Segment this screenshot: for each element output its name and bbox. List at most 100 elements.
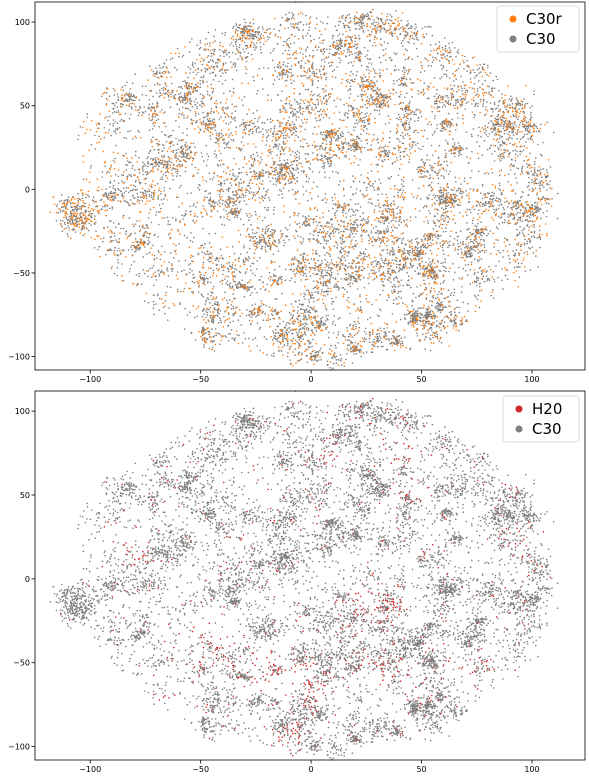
point-c30 bbox=[312, 49, 315, 52]
point-c30r bbox=[283, 334, 286, 336]
point-c30r bbox=[285, 124, 288, 127]
point-c30 bbox=[124, 84, 126, 87]
point-c30 bbox=[413, 113, 416, 115]
point-c30 bbox=[279, 67, 282, 69]
point-c30 bbox=[282, 338, 284, 341]
point-c30r bbox=[450, 148, 453, 150]
point-c30r bbox=[153, 189, 156, 192]
point-c30 bbox=[327, 160, 329, 163]
point-c30 bbox=[312, 338, 314, 341]
point-c30r bbox=[320, 159, 323, 161]
point-c30 bbox=[276, 178, 279, 180]
point-c30 bbox=[311, 72, 314, 74]
point-c30 bbox=[121, 86, 124, 88]
point-c30 bbox=[250, 269, 252, 272]
point-c30 bbox=[349, 51, 351, 53]
point-c30 bbox=[363, 276, 365, 279]
point-c30 bbox=[411, 319, 414, 321]
point-c30 bbox=[417, 39, 419, 41]
point-c30r bbox=[304, 99, 307, 101]
point-c30r bbox=[378, 101, 381, 103]
point-c30 bbox=[118, 189, 120, 191]
point-c30r bbox=[445, 128, 447, 131]
point-c30r bbox=[459, 147, 462, 149]
point-c30 bbox=[334, 352, 336, 354]
point-c30 bbox=[164, 82, 166, 84]
point-c30r bbox=[117, 169, 120, 171]
point-c30 bbox=[493, 211, 496, 214]
point-c30 bbox=[311, 94, 314, 97]
point-c30 bbox=[220, 336, 223, 338]
point-c30r bbox=[212, 310, 214, 313]
point-c30 bbox=[397, 191, 399, 194]
point-c30 bbox=[406, 73, 409, 75]
point-c30 bbox=[517, 118, 519, 121]
point-c30r bbox=[125, 92, 128, 95]
point-c30 bbox=[519, 145, 522, 148]
point-c30 bbox=[403, 37, 406, 40]
point-c30 bbox=[277, 148, 280, 150]
point-c30 bbox=[380, 265, 383, 268]
point-c30r bbox=[94, 238, 96, 241]
point-c30 bbox=[445, 267, 447, 270]
point-c30 bbox=[190, 85, 192, 88]
point-c30 bbox=[321, 155, 323, 157]
point-c30 bbox=[289, 153, 292, 156]
point-c30r bbox=[550, 205, 553, 207]
point-c30r bbox=[213, 317, 216, 319]
point-c30 bbox=[405, 122, 408, 125]
point-c30 bbox=[476, 93, 479, 95]
point-c30 bbox=[436, 174, 439, 177]
point-c30 bbox=[521, 123, 524, 126]
point-c30 bbox=[378, 333, 381, 335]
point-c30 bbox=[306, 323, 308, 326]
point-c30 bbox=[309, 75, 311, 77]
point-c30 bbox=[164, 92, 166, 95]
point-c30 bbox=[428, 271, 431, 273]
point-c30 bbox=[529, 106, 531, 109]
point-c30 bbox=[235, 45, 238, 48]
point-c30r bbox=[392, 217, 395, 219]
point-c30 bbox=[339, 38, 342, 40]
point-c30r bbox=[369, 237, 371, 239]
point-c30 bbox=[396, 137, 398, 140]
point-c30 bbox=[306, 223, 309, 226]
point-c30 bbox=[407, 27, 410, 30]
point-c30 bbox=[206, 314, 209, 316]
point-c30 bbox=[408, 42, 411, 44]
point-c30 bbox=[390, 338, 393, 340]
point-c30r bbox=[165, 88, 167, 91]
point-c30r bbox=[438, 46, 440, 49]
point-c30r bbox=[468, 242, 470, 244]
point-c30 bbox=[367, 282, 370, 285]
point-c30r bbox=[294, 126, 297, 128]
point-c30r bbox=[352, 248, 355, 250]
point-c30 bbox=[125, 186, 128, 189]
point-c30 bbox=[358, 24, 361, 27]
point-c30r bbox=[134, 174, 136, 176]
point-c30 bbox=[279, 164, 282, 167]
point-c30 bbox=[417, 307, 420, 309]
point-c30 bbox=[185, 210, 188, 212]
point-c30r bbox=[249, 46, 252, 48]
point-c30r bbox=[216, 134, 218, 137]
point-c30r bbox=[277, 336, 280, 339]
point-c30 bbox=[203, 336, 206, 339]
point-c30 bbox=[301, 75, 304, 78]
point-c30 bbox=[343, 50, 345, 52]
point-c30r bbox=[113, 168, 116, 170]
point-c30 bbox=[334, 203, 337, 206]
point-c30 bbox=[406, 32, 409, 34]
point-c30 bbox=[493, 126, 496, 128]
point-c30 bbox=[105, 195, 107, 198]
point-c30r bbox=[273, 279, 276, 282]
point-c30 bbox=[304, 50, 307, 52]
point-c30r bbox=[459, 148, 461, 151]
point-c30 bbox=[186, 117, 188, 119]
point-c30 bbox=[363, 121, 366, 124]
point-c30 bbox=[354, 43, 357, 45]
point-c30 bbox=[325, 328, 327, 331]
point-c30 bbox=[516, 131, 519, 134]
point-c30 bbox=[250, 156, 252, 159]
point-c30 bbox=[329, 65, 331, 68]
